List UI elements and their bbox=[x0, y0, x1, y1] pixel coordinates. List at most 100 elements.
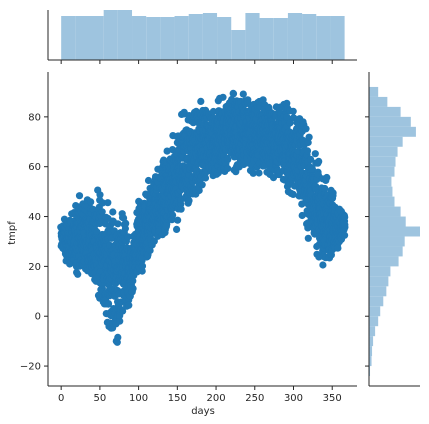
y-hist-bar bbox=[369, 96, 388, 107]
y-hist-bar bbox=[369, 126, 416, 137]
x-hist-bar bbox=[245, 13, 260, 60]
scatter-point bbox=[323, 173, 331, 182]
scatter-point bbox=[129, 277, 137, 285]
y-tick-label: −20 bbox=[20, 362, 41, 373]
y-hist-bar bbox=[369, 226, 420, 237]
scatter-point bbox=[305, 133, 313, 141]
y-hist-bar bbox=[369, 186, 393, 197]
scatter-point bbox=[304, 138, 312, 147]
scatter-point bbox=[255, 169, 263, 177]
x-hist-bar bbox=[302, 14, 317, 60]
x-tick-label: 150 bbox=[168, 393, 187, 404]
scatter-point bbox=[209, 107, 217, 116]
y-hist-bar bbox=[369, 86, 379, 97]
y-hist-bar bbox=[369, 296, 384, 307]
scatter-point bbox=[239, 90, 247, 98]
x-tick-label: 250 bbox=[245, 393, 264, 404]
scatter-point bbox=[219, 93, 227, 101]
scatter-point bbox=[286, 119, 294, 127]
scatter-point bbox=[249, 169, 257, 177]
x-hist-bar bbox=[117, 10, 133, 60]
y-hist-bar bbox=[369, 216, 406, 227]
y-hist-bar bbox=[369, 236, 405, 247]
y-hist-bar bbox=[369, 256, 399, 267]
scatter-point bbox=[329, 191, 337, 200]
scatter-point bbox=[121, 224, 129, 233]
scatter-point bbox=[162, 222, 170, 230]
x-hist-bar bbox=[61, 16, 76, 60]
x-marginal-histogram bbox=[47, 10, 357, 64]
scatter-point bbox=[308, 165, 316, 173]
y-hist-bar bbox=[369, 336, 374, 347]
scatter-point bbox=[74, 270, 82, 278]
y-hist-bar bbox=[369, 286, 387, 297]
y-tick-label: 40 bbox=[28, 212, 41, 223]
x-tick-label: 50 bbox=[94, 393, 107, 404]
y-hist-bar bbox=[369, 106, 401, 117]
y-hist-bar bbox=[369, 206, 401, 217]
y-tick-label: 20 bbox=[28, 262, 41, 273]
scatter-point bbox=[146, 246, 154, 255]
scatter-point bbox=[128, 288, 136, 296]
x-hist-bar bbox=[231, 30, 246, 60]
y-hist-bar bbox=[369, 176, 392, 187]
scatter-point bbox=[144, 176, 153, 185]
scatter-point bbox=[168, 146, 177, 154]
scatter-point bbox=[116, 317, 124, 325]
scatter-point bbox=[124, 233, 132, 241]
x-hist-bar bbox=[89, 16, 104, 60]
scatter-point bbox=[311, 150, 319, 158]
y-hist-bar bbox=[369, 136, 403, 147]
y-hist-bar bbox=[369, 196, 395, 207]
scatter-point bbox=[341, 231, 349, 239]
x-axis-label: days bbox=[191, 406, 215, 417]
scatter-point bbox=[75, 192, 84, 200]
x-tick-label: 200 bbox=[207, 393, 226, 404]
scatter-point bbox=[283, 113, 291, 121]
scatter-point bbox=[104, 199, 112, 207]
scatter-point bbox=[334, 244, 342, 252]
scatter-point bbox=[138, 267, 146, 275]
scatter-point bbox=[321, 184, 329, 193]
scatter-point bbox=[174, 216, 182, 224]
scatter-point bbox=[265, 103, 273, 111]
x-tick-label: 100 bbox=[129, 393, 148, 404]
scatter-point bbox=[104, 300, 112, 308]
y-hist-bar bbox=[369, 306, 381, 317]
y-tick-label: 60 bbox=[28, 162, 41, 173]
scatter-point bbox=[303, 147, 312, 155]
scatter-point bbox=[289, 190, 297, 198]
x-hist-bar bbox=[287, 13, 303, 60]
scatter-point bbox=[122, 219, 130, 227]
scatter-point bbox=[114, 220, 122, 228]
y-hist-bar bbox=[369, 266, 391, 277]
scatter-point bbox=[99, 199, 107, 207]
scatter-point bbox=[229, 90, 238, 98]
y-hist-bar bbox=[369, 346, 373, 357]
scatter-point bbox=[120, 214, 128, 222]
y-hist-bar bbox=[369, 366, 371, 377]
scatter-point bbox=[114, 333, 122, 341]
scatter-point bbox=[341, 213, 349, 221]
scatter-point bbox=[197, 97, 205, 105]
scatter-point bbox=[302, 125, 310, 133]
scatter-point bbox=[319, 261, 327, 269]
scatter-point bbox=[177, 205, 185, 213]
y-tick-label: 0 bbox=[35, 312, 41, 323]
scatter-point bbox=[119, 307, 127, 315]
scatter-point bbox=[289, 107, 297, 115]
y-hist-bar bbox=[369, 166, 395, 177]
y-tick-label: 80 bbox=[28, 112, 41, 123]
y-hist-bar bbox=[369, 356, 372, 367]
scatter-point bbox=[138, 262, 147, 270]
x-hist-bar bbox=[103, 10, 118, 60]
scatter-point bbox=[304, 234, 312, 242]
x-hist-bar bbox=[75, 16, 90, 60]
x-hist-bar bbox=[217, 17, 232, 60]
x-hist-bar bbox=[316, 16, 331, 60]
x-hist-bar bbox=[259, 18, 274, 60]
scatter-point bbox=[109, 208, 117, 216]
x-hist-bar bbox=[202, 13, 218, 60]
